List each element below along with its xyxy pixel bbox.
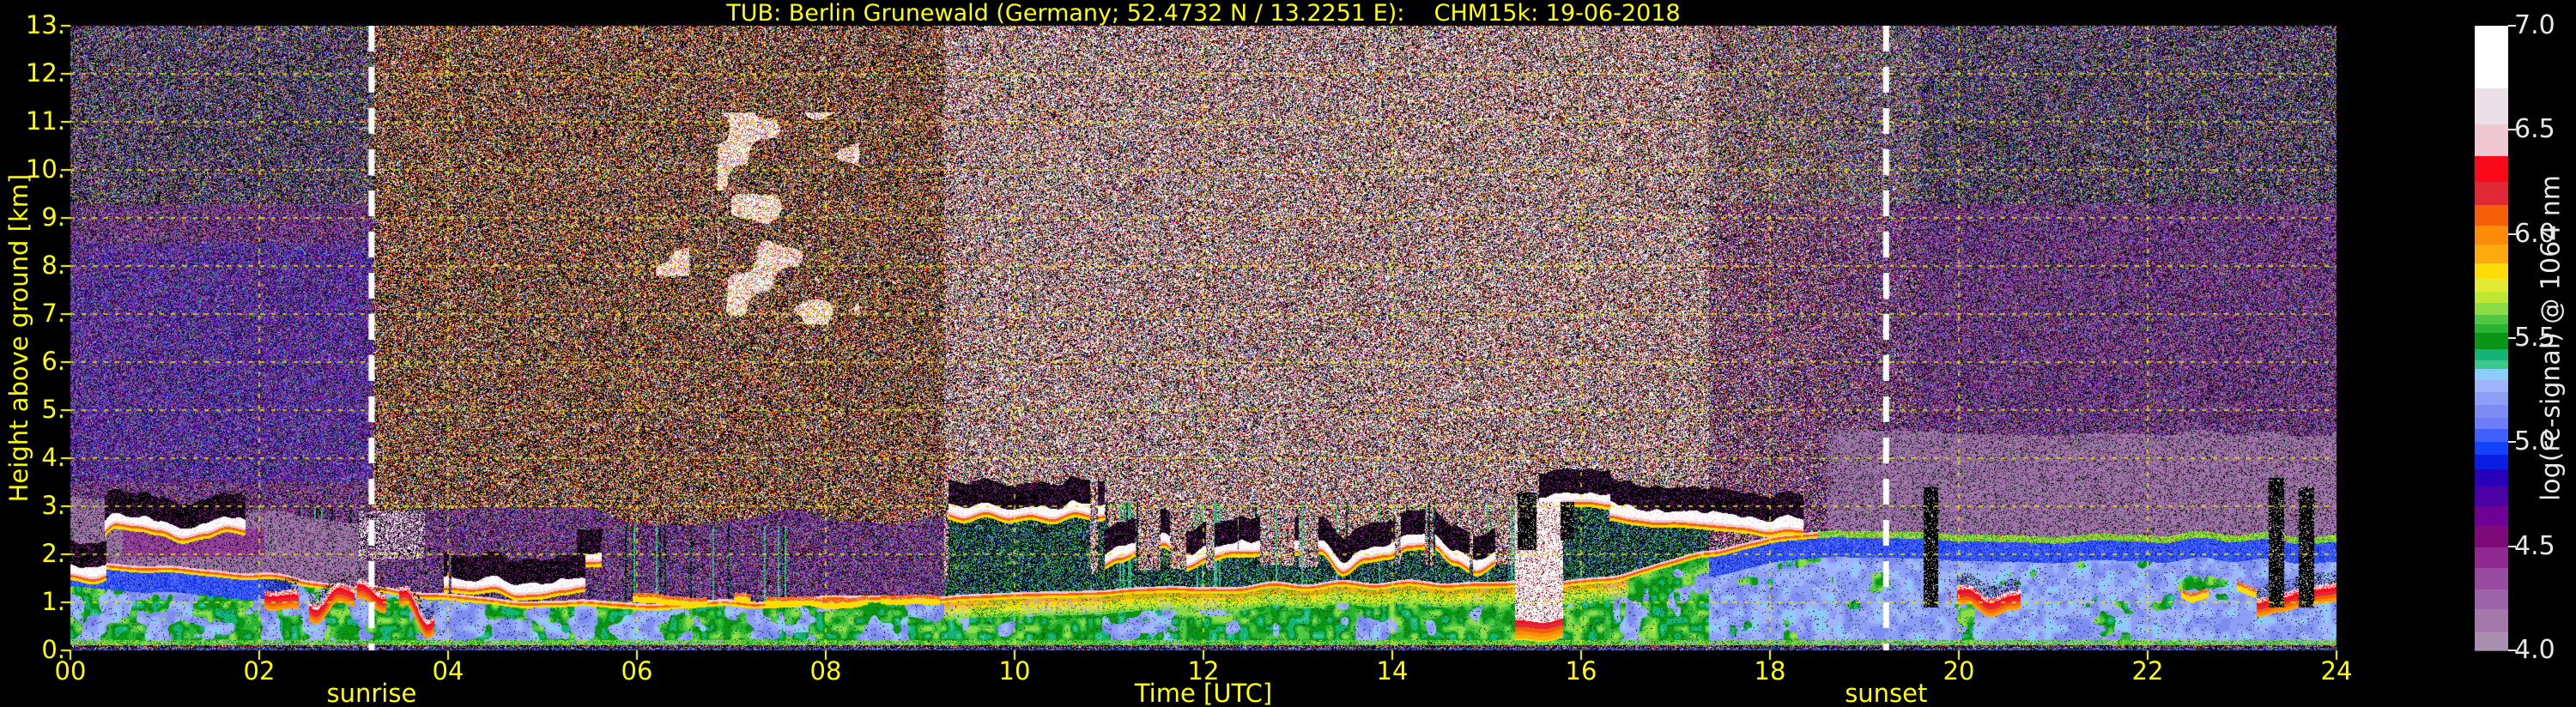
colorbar-tick-mark — [2508, 337, 2516, 339]
y-tick-label: 11. — [25, 106, 65, 136]
colorbar-segment — [2475, 369, 2508, 380]
y-tick-label: 0. — [41, 635, 65, 664]
colorbar-segment — [2475, 547, 2508, 568]
colorbar-tick-mark — [2508, 650, 2516, 651]
colorbar-segment — [2475, 418, 2508, 429]
colorbar-tick-label: 7.0 — [2514, 10, 2555, 40]
colorbar-segment — [2475, 182, 2508, 205]
x-tick-label: 22 — [2131, 656, 2164, 686]
x-tick-label: 12 — [1187, 656, 1220, 686]
colorbar-segment — [2475, 324, 2508, 333]
x-tick-label: 10 — [998, 656, 1031, 686]
colorbar-segment — [2475, 442, 2508, 455]
colorbar-segment — [2475, 292, 2508, 303]
colorbar-segment — [2475, 568, 2508, 589]
colorbar-segment — [2475, 205, 2508, 226]
x-tick-label: 18 — [1754, 656, 1786, 686]
colorbar-tick-mark — [2508, 441, 2516, 444]
colorbar-tick-mark — [2508, 129, 2516, 131]
sunset-label: sunset — [1845, 679, 1928, 707]
colorbar-segment — [2475, 303, 2508, 315]
y-tick-label: 9. — [41, 202, 65, 232]
colorbar-segment — [2475, 486, 2508, 506]
colorbar-segment — [2475, 245, 2508, 263]
y-tick-label: 13. — [25, 10, 65, 39]
x-tick-label: 00 — [54, 656, 87, 686]
x-tick-label: 02 — [243, 656, 276, 686]
colorbar-tick-mark — [2508, 233, 2516, 235]
colorbar-segment — [2475, 609, 2508, 632]
colorbar-tick-label: 6.5 — [2514, 114, 2555, 145]
colorbar-segment — [2475, 405, 2508, 418]
y-tick-label: 2. — [41, 539, 65, 568]
x-tick-label: 20 — [1943, 656, 1975, 686]
colorbar — [2475, 26, 2508, 651]
page-title: TUB: Berlin Grunewald (Germany; 52.4732 … — [726, 0, 1681, 27]
colorbar-tick-mark — [2508, 545, 2516, 547]
colorbar-segment — [2475, 349, 2508, 360]
colorbar-segment — [2475, 380, 2508, 392]
y-tick-label: 6. — [41, 347, 65, 376]
x-tick-label: 06 — [621, 656, 653, 686]
sunrise-label: sunrise — [326, 679, 417, 707]
colorbar-segment — [2475, 632, 2508, 650]
colorbar-segment — [2475, 506, 2508, 526]
colorbar-segment — [2475, 429, 2508, 442]
colorbar-segment — [2475, 526, 2508, 547]
y-tick-label: 10. — [25, 154, 65, 184]
x-tick-label: 08 — [809, 656, 842, 686]
colorbar-segment — [2475, 156, 2508, 182]
colorbar-segment — [2475, 124, 2508, 156]
colorbar-segment — [2475, 88, 2508, 124]
colorbar-tick-label: 5.5 — [2514, 323, 2555, 353]
colorbar-segment — [2475, 469, 2508, 486]
colorbar-segment — [2475, 315, 2508, 324]
y-tick-label: 4. — [41, 443, 65, 472]
colorbar-segment — [2475, 392, 2508, 405]
colorbar-tick-mark — [2508, 25, 2516, 27]
y-tick-label: 1. — [41, 587, 65, 616]
y-tick-label: 12. — [25, 58, 65, 88]
colorbar-tick-label: 5.0 — [2514, 426, 2555, 457]
colorbar-segment — [2475, 226, 2508, 245]
colorbar-segment — [2475, 360, 2508, 369]
colorbar-segment — [2475, 589, 2508, 609]
colorbar-segment — [2475, 455, 2508, 469]
colorbar-segment — [2475, 279, 2508, 292]
y-tick-label: 5. — [41, 395, 65, 424]
x-tick-label: 16 — [1565, 656, 1597, 686]
colorbar-segment — [2475, 26, 2508, 88]
y-tick-label: 7. — [41, 299, 65, 328]
colorbar-tick-label: 4.0 — [2514, 635, 2555, 665]
colorbar-tick-label: 6.0 — [2514, 218, 2555, 249]
x-tick-label: 04 — [432, 656, 464, 686]
x-tick-label: 14 — [1376, 656, 1409, 686]
y-tick-label: 8. — [41, 251, 65, 280]
colorbar-tick-label: 4.5 — [2514, 530, 2555, 561]
x-tick-label: 24 — [2320, 656, 2353, 686]
y-tick-label: 3. — [41, 491, 65, 520]
colorbar-segment — [2475, 333, 2508, 349]
colorbar-segment — [2475, 263, 2508, 279]
x-axis-label: Time [UTC] — [1134, 679, 1273, 707]
